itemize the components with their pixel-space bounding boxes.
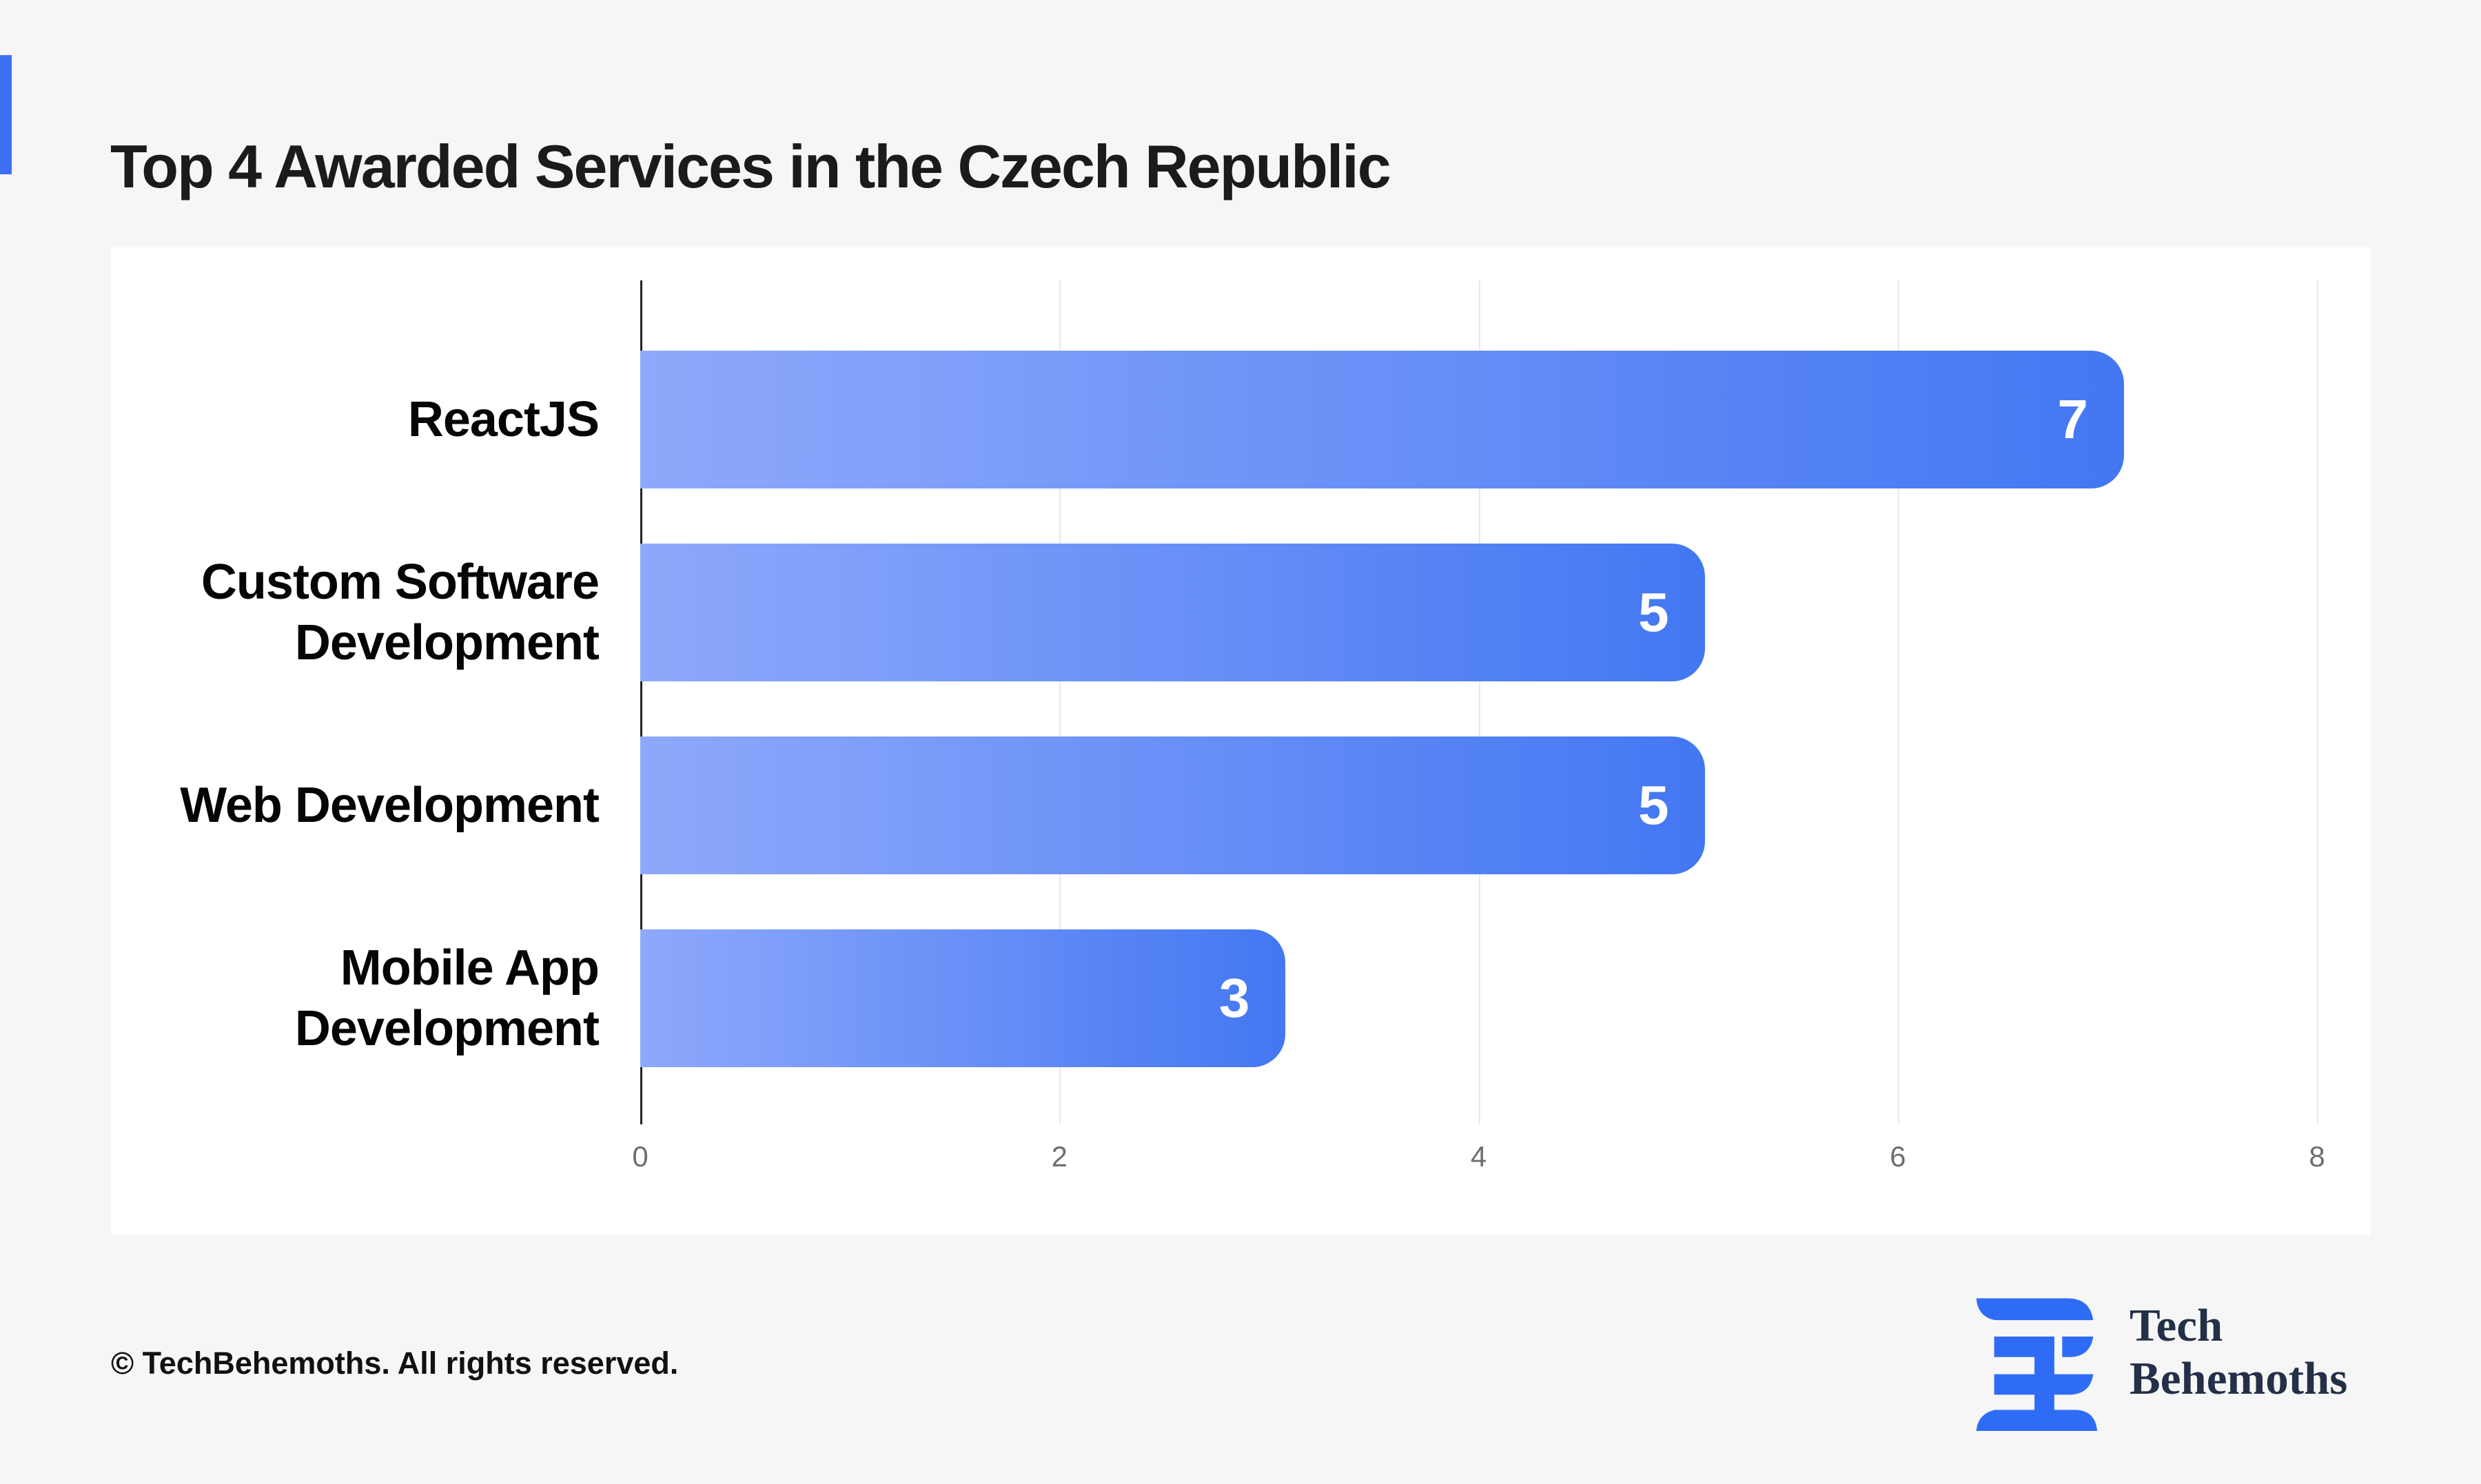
logo-wordmark: Tech Behemoths — [2130, 1299, 2347, 1405]
x-tick-label-2: 2 — [1051, 1140, 1068, 1173]
logo-wordmark-line2: Behemoths — [2130, 1353, 2348, 1404]
x-tick-label-6: 6 — [1890, 1140, 1906, 1173]
bar-value-label: 3 — [1218, 967, 1250, 1029]
bar-value-label: 7 — [2057, 389, 2088, 450]
bar-value-label: 5 — [1638, 581, 1669, 643]
x-tick-label-4: 4 — [1470, 1140, 1487, 1173]
category-label: ReactJS — [407, 392, 600, 447]
category-label: Custom Software Development — [201, 555, 600, 670]
x-tick-label-8: 8 — [2309, 1140, 2325, 1173]
techbehemoths-logo-icon — [1976, 1298, 2098, 1432]
bar: 5 — [640, 544, 1705, 681]
gridline-x-4 — [1478, 280, 1480, 1124]
x-tick-label-0: 0 — [632, 1140, 649, 1173]
copyright-text: © TechBehemoths. All rights reserved. — [111, 1346, 679, 1381]
bar: 3 — [640, 929, 1286, 1067]
techbehemoths-logo: Tech Behemoths — [1968, 1290, 2347, 1432]
gridline-x-2 — [1059, 280, 1061, 1124]
page-title: Top 4 Awarded Services in the Czech Repu… — [110, 132, 1391, 200]
category-label: Mobile App Development — [294, 940, 600, 1056]
logo-wordmark-line1: Tech — [2130, 1300, 2223, 1351]
bar-chart: ReactJS 7 Custom Software Development 5 Web … — [111, 247, 2370, 1235]
title-accent-bar — [0, 55, 12, 174]
bar: 7 — [640, 351, 2124, 488]
bar-value-label: 5 — [1638, 774, 1669, 836]
y-axis-line — [640, 280, 642, 1124]
category-label: Web Development — [180, 778, 600, 833]
bar: 5 — [640, 736, 1705, 874]
gridline-x-6 — [1897, 280, 1899, 1124]
gridline-x-8 — [2317, 280, 2318, 1124]
